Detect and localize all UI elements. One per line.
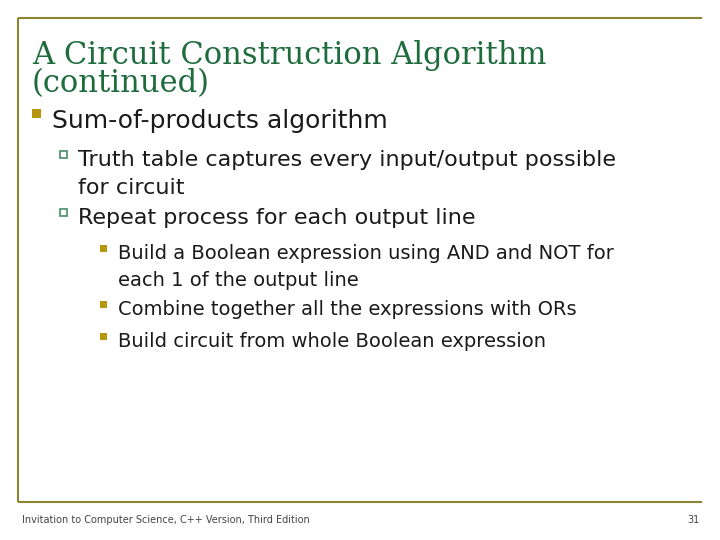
Text: Sum-of-products algorithm: Sum-of-products algorithm: [52, 109, 388, 133]
Text: (continued): (continued): [32, 68, 210, 99]
Text: Invitation to Computer Science, C++ Version, Third Edition: Invitation to Computer Science, C++ Vers…: [22, 515, 310, 525]
Bar: [100, 301, 107, 308]
Bar: [32, 109, 41, 118]
Text: Build circuit from whole Boolean expression: Build circuit from whole Boolean express…: [118, 332, 546, 351]
Text: A Circuit Construction Algorithm: A Circuit Construction Algorithm: [32, 40, 546, 71]
Text: Repeat process for each output line: Repeat process for each output line: [78, 208, 475, 228]
Bar: [100, 333, 107, 340]
Text: Combine together all the expressions with ORs: Combine together all the expressions wit…: [118, 300, 577, 319]
Bar: [60, 151, 67, 158]
Text: Truth table captures every input/output possible
for circuit: Truth table captures every input/output …: [78, 150, 616, 198]
Bar: [60, 209, 67, 216]
Text: 31: 31: [688, 515, 700, 525]
Bar: [100, 245, 107, 252]
Text: Build a Boolean expression using AND and NOT for
each 1 of the output line: Build a Boolean expression using AND and…: [118, 244, 614, 289]
